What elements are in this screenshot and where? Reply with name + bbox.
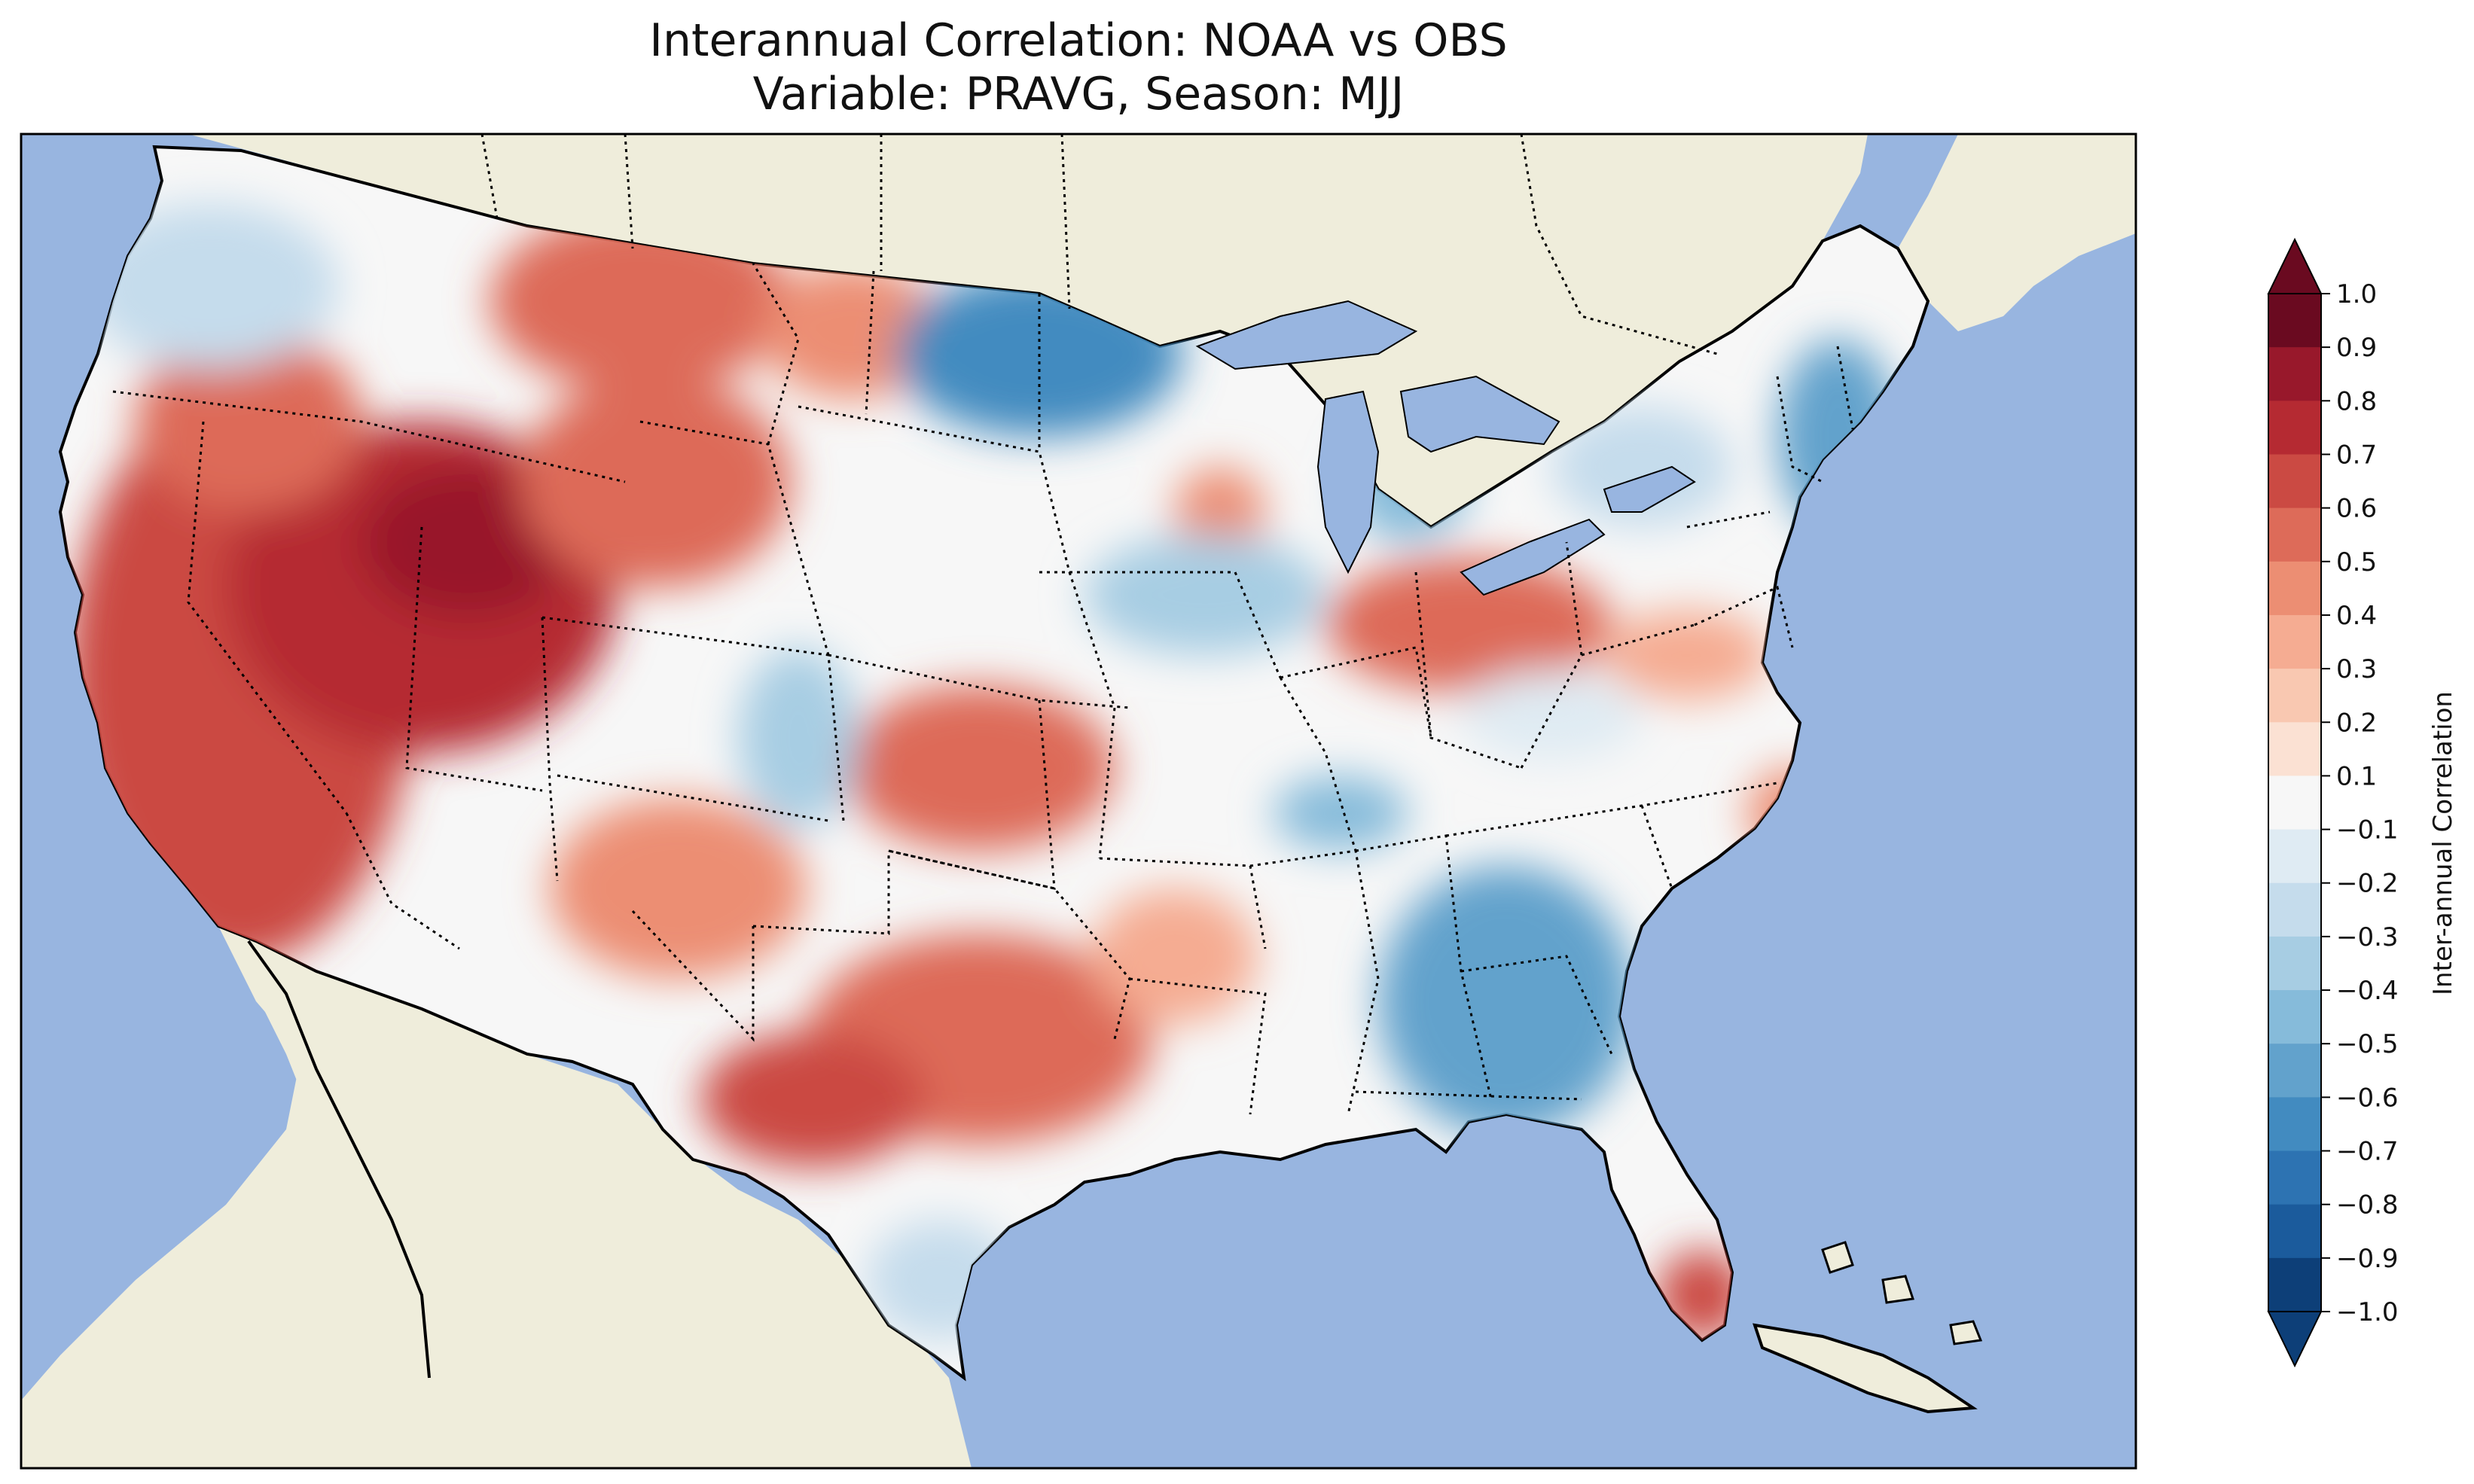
bahamas [1821, 1241, 1983, 1345]
blob-ohio [1325, 557, 1612, 693]
colorbar-segment [2268, 936, 2321, 991]
blob-arkansas [1092, 888, 1258, 1024]
colorbar-tick-label: −0.6 [2336, 1083, 2399, 1113]
colorbar-tick-label: 0.7 [2336, 440, 2377, 470]
colorbar-segment [2268, 1257, 2321, 1312]
colorbar-frame [2268, 293, 2322, 1312]
colorbar-tick-label: 0.8 [2336, 386, 2377, 416]
blob-colorado [738, 648, 859, 828]
baja-peninsula [249, 941, 429, 1378]
chart-subtitle: Variable: PRAVG, Season: MJJ [752, 68, 1405, 120]
colorbar-tick-label: −0.9 [2336, 1244, 2399, 1274]
colorbar-tick-label: 1.0 [2336, 279, 2377, 309]
colorbar-tick-label: −0.4 [2336, 976, 2399, 1006]
blob-wisconsin [1175, 467, 1265, 557]
colorbar-extend-min [2267, 1311, 2323, 1368]
colorbar-tick-label: 0.9 [2336, 333, 2377, 363]
colorbar-segment [2268, 454, 2321, 509]
blob-oregon [136, 331, 361, 512]
eastern-canada [1898, 134, 2136, 331]
colorbar-segment [2268, 1150, 2321, 1205]
colorbar-tick-label: 0.2 [2336, 708, 2377, 738]
blob-wyoming [520, 376, 791, 587]
blob-kentucky [1461, 670, 1642, 760]
baja-coastline [247, 940, 431, 1379]
correlation-field [68, 203, 1898, 1340]
colorbar-tick-label: −1.0 [2336, 1297, 2399, 1327]
blob-rockies [361, 467, 572, 617]
colorbar-segment [2268, 829, 2321, 884]
colorbar-segment [2268, 614, 2321, 669]
colorbar-label: Inter-annual Correlation [2428, 691, 2458, 995]
blob-north-dakota [761, 264, 941, 399]
colorbar-segment [2268, 990, 2321, 1044]
blob-kansas [843, 685, 1115, 851]
colorbar-segment [2268, 401, 2321, 455]
colorbar: 1.0 0.9 0.8 0.7 0.6 0.5 0.4 0.3 0.2 0.1 −0.1 −0.2 −0… [2267, 237, 2399, 1368]
great-lakes [1195, 300, 1696, 596]
colorbar-segment [2268, 1204, 2321, 1259]
colorbar-segment [2268, 776, 2321, 830]
colorbar-tick-label: 0.5 [2336, 547, 2377, 577]
colorbar-tick-label: 0.1 [2336, 761, 2377, 791]
colorbar-segment [2268, 294, 2321, 348]
colorbar-tick-label: 0.3 [2336, 654, 2377, 684]
colorbar-tick-label: −0.2 [2336, 869, 2399, 899]
colorbar-tick-label: −0.8 [2336, 1190, 2399, 1220]
blob-southeast [1378, 866, 1634, 1137]
blob-iowa [1084, 535, 1325, 655]
colorbar-tick-label: −0.7 [2336, 1137, 2399, 1167]
colorbar-tick-label: 0.4 [2336, 601, 2377, 631]
colorbar-segment [2268, 1044, 2321, 1098]
colorbar-segment [2268, 669, 2321, 723]
colorbar-segment [2268, 347, 2321, 401]
state-borders [112, 263, 1854, 1115]
colorbar-extend-max [2267, 237, 2323, 294]
colorbar-segment [2268, 882, 2321, 937]
blob-tennessee [1273, 776, 1408, 851]
colorbar-tick-label: −0.1 [2336, 815, 2399, 846]
colorbar-segment [2268, 1097, 2321, 1152]
colorbar-segment [2268, 507, 2321, 562]
blob-florida [1657, 1250, 1747, 1340]
colorbar-segment [2268, 561, 2321, 616]
colorbar-tick-label: −0.3 [2336, 922, 2399, 952]
mexico-landmass [21, 926, 972, 1468]
cuba [1753, 1323, 1978, 1414]
colorbar-segment [2268, 722, 2321, 776]
blob-west-texas [700, 1031, 926, 1167]
colorbar-tick-label: −0.5 [2336, 1029, 2399, 1059]
blob-pennsylvania [1551, 407, 1732, 527]
blob-washington [83, 203, 339, 369]
colorbar-tick-label: 0.6 [2336, 494, 2377, 524]
map-frame [20, 133, 2137, 1470]
chart-title: Interannual Correlation: NOAA vs OBS [649, 14, 1508, 67]
canada-borders [480, 134, 1718, 355]
blob-virginia [1604, 610, 1770, 700]
blob-new-mexico [550, 798, 806, 979]
